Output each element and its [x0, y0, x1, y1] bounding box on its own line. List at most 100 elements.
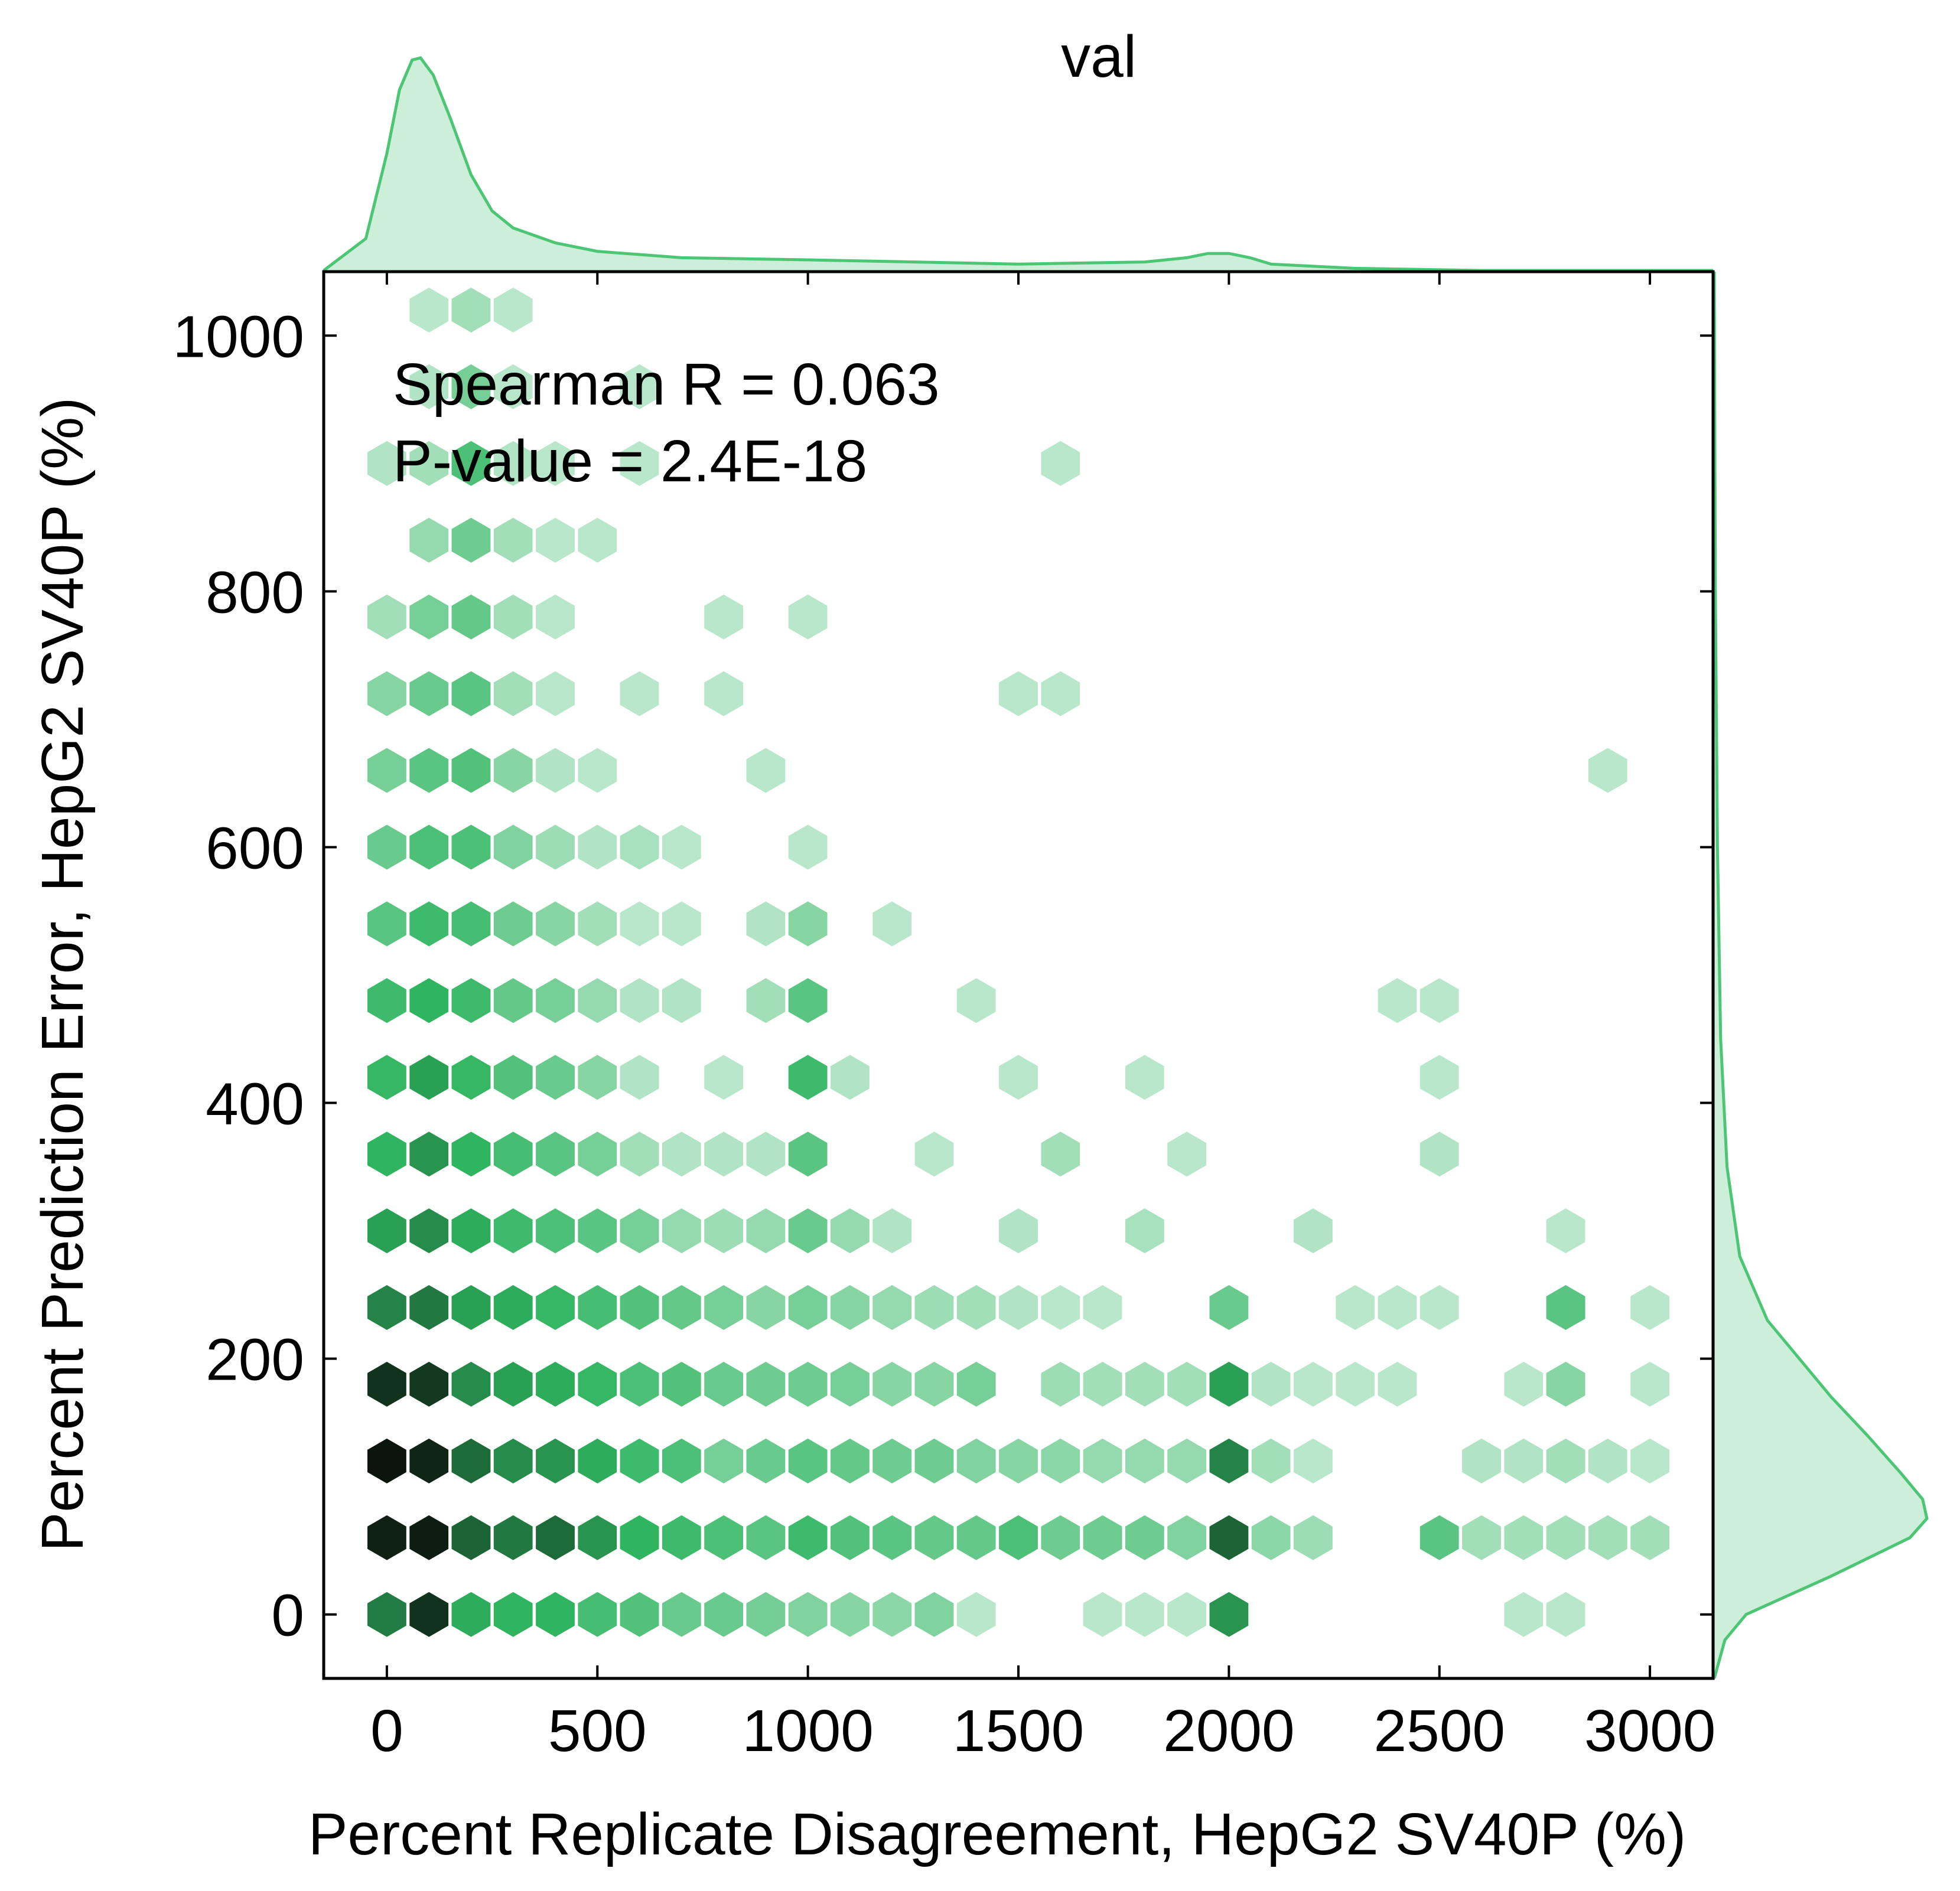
hexbin-cell-95 [1125, 1361, 1164, 1407]
x-tick-label: 0 [370, 1698, 403, 1764]
hexbin-cell-20 [1546, 1592, 1585, 1637]
x-kde-fill [324, 58, 1713, 270]
hexbin-cell-192 [578, 901, 617, 947]
hexbin-cell-213 [746, 748, 786, 793]
hexbin-cell-133 [536, 1208, 575, 1254]
hexbin-cell-143 [1125, 1208, 1164, 1254]
hexbin-cell-43 [1294, 1515, 1333, 1560]
hexbin-cell-48 [1588, 1515, 1627, 1560]
hexbin-cell-191 [536, 901, 575, 947]
hexbin-cell-206 [788, 824, 828, 870]
hexbin-cell-42 [1251, 1515, 1291, 1560]
x-axis-title: Percent Replicate Disagreement, HepG2 SV… [308, 1801, 1686, 1867]
hexbin-cell-244 [451, 364, 491, 409]
hexbin-cell-148 [451, 1132, 491, 1177]
hexbin-cell-3 [493, 1592, 533, 1637]
hexbin-cell-195 [746, 901, 786, 947]
hexbin-cell-55 [578, 1438, 617, 1484]
hexbin-cell-33 [872, 1515, 912, 1560]
hexbin-cell-157 [914, 1132, 954, 1177]
hexbin-cell-84 [620, 1361, 659, 1407]
hexbin-cell-102 [1504, 1361, 1544, 1407]
hexbin-cell-129 [367, 1208, 406, 1254]
hexbin-cell-235 [578, 517, 617, 563]
hexbin-cell-77 [1630, 1438, 1669, 1484]
hexbin-cell-96 [1167, 1361, 1206, 1407]
hexbin-cell-202 [536, 824, 575, 870]
hexbin-cell-76 [1588, 1438, 1627, 1484]
hexbin-cell-181 [662, 978, 701, 1023]
hexbin-cell-18 [1209, 1592, 1249, 1637]
hexbin-cell-40 [1167, 1515, 1206, 1560]
hexbin-cell-65 [999, 1438, 1038, 1484]
hexbin-cell-23 [451, 1515, 491, 1560]
hexbin-cell-247 [451, 288, 491, 332]
y-tick-label: 400 [206, 1071, 304, 1137]
hexbin-cell-158 [1041, 1132, 1080, 1177]
hexbin-cell-5 [578, 1592, 617, 1637]
x-tick-label: 2000 [1163, 1698, 1294, 1764]
hexbin-cell-104 [1630, 1361, 1669, 1407]
y-tick-label: 1000 [173, 304, 304, 370]
hexbin-cell-9 [746, 1592, 786, 1637]
hexbin-cell-166 [578, 1055, 617, 1100]
hexbin-cell-69 [1167, 1438, 1206, 1484]
hexbin-cell-130 [409, 1208, 449, 1254]
hexbin-cell-83 [578, 1361, 617, 1407]
hexbin-cell-124 [1336, 1285, 1375, 1330]
hexbin-cell-82 [536, 1361, 575, 1407]
chart-title: val [1061, 24, 1137, 90]
hexbin-cell-167 [620, 1055, 659, 1100]
x-tick-label: 1000 [742, 1698, 873, 1764]
hexbin-cell-35 [956, 1515, 996, 1560]
hexbin-cell-113 [704, 1285, 743, 1330]
hexbin-cell-221 [704, 671, 743, 716]
spearman-annotation: Spearman R = 0.063 [393, 351, 940, 418]
y-axis-title: Percent Prediction Error, HepG2 SV40P (%… [30, 397, 96, 1552]
hexbin-cell-173 [1419, 1055, 1459, 1100]
pvalue-annotation: P-value = 2.4E-18 [393, 428, 867, 494]
hexbin-cell-117 [872, 1285, 912, 1330]
hexbin-cell-187 [367, 901, 406, 947]
hexbin-cell-4 [536, 1592, 575, 1637]
y-tick-label: 600 [206, 815, 304, 881]
hexbin-cell-132 [493, 1208, 533, 1254]
hexbin-cell-242 [1041, 441, 1080, 486]
x-axis: 0 500 1000 1500 2000 2500 3000 [370, 272, 1715, 1764]
hexbin-cell-19 [1504, 1592, 1544, 1637]
hexbin-cell-28 [662, 1515, 701, 1560]
hexbin-cell-217 [451, 671, 491, 716]
hexbin-cell-17 [1167, 1592, 1206, 1637]
hexbin-cell-103 [1546, 1361, 1585, 1407]
hexbin-cell-152 [620, 1132, 659, 1177]
hexbin-cell-176 [451, 978, 491, 1023]
hexbin-cell-172 [1125, 1055, 1164, 1100]
hexbin-cell-8 [704, 1592, 743, 1637]
x-marginal-kde [323, 56, 1713, 272]
hexbin-cell-14 [956, 1592, 996, 1637]
hexbin-cell-219 [536, 671, 575, 716]
hexbin-cell-229 [704, 594, 743, 640]
hexbin-cell-162 [409, 1055, 449, 1100]
hexbin-cell-37 [1041, 1515, 1080, 1560]
hexbin-cell-199 [409, 824, 449, 870]
hexbin-cell-85 [662, 1361, 701, 1407]
hexbin-cell-88 [788, 1361, 828, 1407]
hexbin-cell-22 [409, 1515, 449, 1560]
y-tick-label: 0 [271, 1583, 304, 1649]
hexbin-cell-240 [536, 441, 575, 486]
hexbin-cell-32 [831, 1515, 870, 1560]
hexbin-cell-97 [1209, 1361, 1249, 1407]
hexbin-cell-222 [999, 671, 1038, 716]
hexbin-cell-58 [704, 1438, 743, 1484]
hexbin-cell-223 [1041, 671, 1080, 716]
hexbin-cell-62 [872, 1438, 912, 1484]
hexbin-cell-146 [367, 1132, 406, 1177]
hexbin-cell-178 [536, 978, 575, 1023]
hexbin-cell-105 [367, 1285, 406, 1330]
hexbin-cell-234 [536, 517, 575, 563]
hexbin-cell-72 [1294, 1438, 1333, 1484]
hexbin-cell-233 [493, 517, 533, 563]
hexbin-cell-53 [493, 1438, 533, 1484]
hexbin-cell-230 [788, 594, 828, 640]
